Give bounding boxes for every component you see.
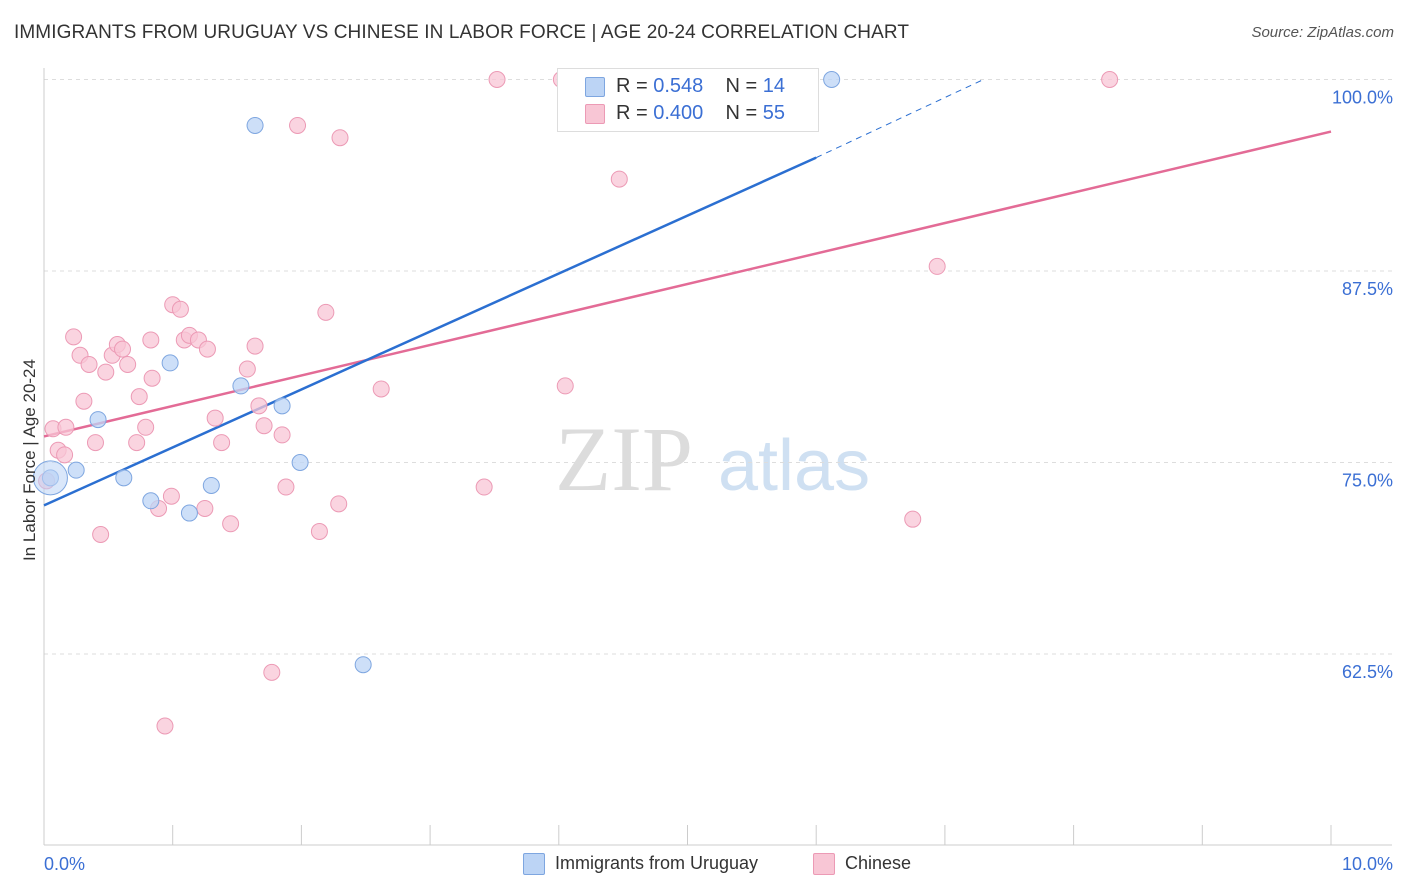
chinese-point <box>128 434 146 452</box>
uruguay-point <box>354 656 372 674</box>
chinese-point <box>65 328 83 346</box>
uruguay-point <box>232 377 250 395</box>
uruguay-point <box>202 476 220 494</box>
chinese-point <box>92 526 110 544</box>
chinese-point <box>317 303 335 321</box>
chinese-point <box>277 478 295 496</box>
chinese-point <box>114 340 132 358</box>
tick-labels: 62.5% 75.0% 87.5% 100.0% 0.0% 10.0% <box>44 88 1393 875</box>
uruguay-point <box>89 411 107 429</box>
chinese-point <box>130 388 148 406</box>
chinese-n-value: 55 <box>762 102 786 124</box>
watermark-atlas: atlas <box>718 426 870 506</box>
n-label: N = <box>725 75 758 97</box>
chinese-point <box>162 487 180 505</box>
chinese-point <box>97 363 115 381</box>
chinese-point <box>928 257 946 275</box>
uruguay-point <box>823 71 841 88</box>
uruguay-point <box>161 354 179 372</box>
chinese-point <box>56 446 74 464</box>
chinese-point <box>1101 71 1119 88</box>
chinese-r-value: 0.400 <box>653 102 704 124</box>
uruguay-swatch <box>585 77 605 97</box>
uruguay-point <box>115 469 133 487</box>
chinese-point <box>143 369 161 387</box>
chinese-point <box>222 515 240 533</box>
chinese-point <box>206 409 224 427</box>
chinese-point <box>556 377 574 395</box>
uruguay-point <box>180 504 198 522</box>
chinese-point <box>86 434 104 452</box>
uruguay-point <box>246 116 264 134</box>
uruguay-trend-extension <box>815 79 984 159</box>
watermark-zip: ZIP <box>555 408 693 510</box>
uruguay-point-large <box>32 460 68 496</box>
uruguay-point <box>291 454 309 471</box>
chinese-trend-line <box>43 130 1332 438</box>
uruguay-trend-line <box>43 156 817 507</box>
x-tick-label-min: 0.0% <box>44 854 85 874</box>
chinese-point <box>488 71 506 88</box>
chinese-point <box>213 434 231 452</box>
uruguay-n-value: 14 <box>762 75 786 97</box>
chinese-legend-label: Chinese <box>845 853 912 873</box>
uruguay-point <box>273 397 291 415</box>
chinese-point <box>196 499 214 517</box>
chinese-point <box>119 355 137 373</box>
chinese-point <box>137 418 155 436</box>
chinese-legend-swatch <box>813 853 835 875</box>
chinese-point <box>289 116 307 134</box>
chinese-point <box>250 397 268 415</box>
y-tick-label: 87.5% <box>1342 279 1393 299</box>
y-axis-label: In Labor Force | Age 20-24 <box>20 359 39 561</box>
data-points <box>32 71 1119 735</box>
chinese-point <box>171 300 189 318</box>
chinese-point <box>75 392 93 410</box>
y-tick-label: 100.0% <box>1332 88 1393 108</box>
chinese-point <box>273 426 291 444</box>
uruguay-point <box>142 492 160 510</box>
r-label: R = <box>616 75 648 97</box>
source-label: Source: ZipAtlas.com <box>1251 24 1394 41</box>
chinese-point <box>255 417 273 435</box>
chinese-point <box>331 129 349 147</box>
y-tick-label: 62.5% <box>1342 662 1393 682</box>
axes <box>43 68 1392 846</box>
uruguay-point <box>67 461 85 479</box>
r-label: R = <box>616 102 648 124</box>
chart-title: IMMIGRANTS FROM URUGUAY VS CHINESE IN LA… <box>14 22 910 43</box>
chinese-point <box>310 522 328 540</box>
x-tick-label-max: 10.0% <box>1342 854 1393 874</box>
chinese-point <box>238 360 256 378</box>
trend-lines <box>43 79 1332 507</box>
chinese-point <box>246 337 264 355</box>
chinese-point <box>610 170 628 188</box>
chinese-point <box>142 331 160 349</box>
chinese-point <box>156 717 174 735</box>
chinese-swatch <box>585 104 605 124</box>
uruguay-legend-label: Immigrants from Uruguay <box>555 853 759 873</box>
watermark: ZIP atlas <box>555 408 870 510</box>
chinese-point <box>57 418 75 436</box>
uruguay-legend-swatch <box>523 853 545 875</box>
chinese-point <box>904 510 922 528</box>
n-label: N = <box>725 102 758 124</box>
stats-legend: R = 0.548 N = 14 R = 0.400 N = 55 <box>557 68 819 132</box>
chinese-point <box>80 355 98 373</box>
chinese-point <box>263 663 281 681</box>
uruguay-r-value: 0.548 <box>653 75 704 97</box>
chinese-point <box>330 495 348 513</box>
chinese-point <box>198 340 216 358</box>
y-tick-label: 75.0% <box>1342 471 1393 491</box>
chinese-point <box>372 380 390 398</box>
chinese-point <box>475 478 493 496</box>
